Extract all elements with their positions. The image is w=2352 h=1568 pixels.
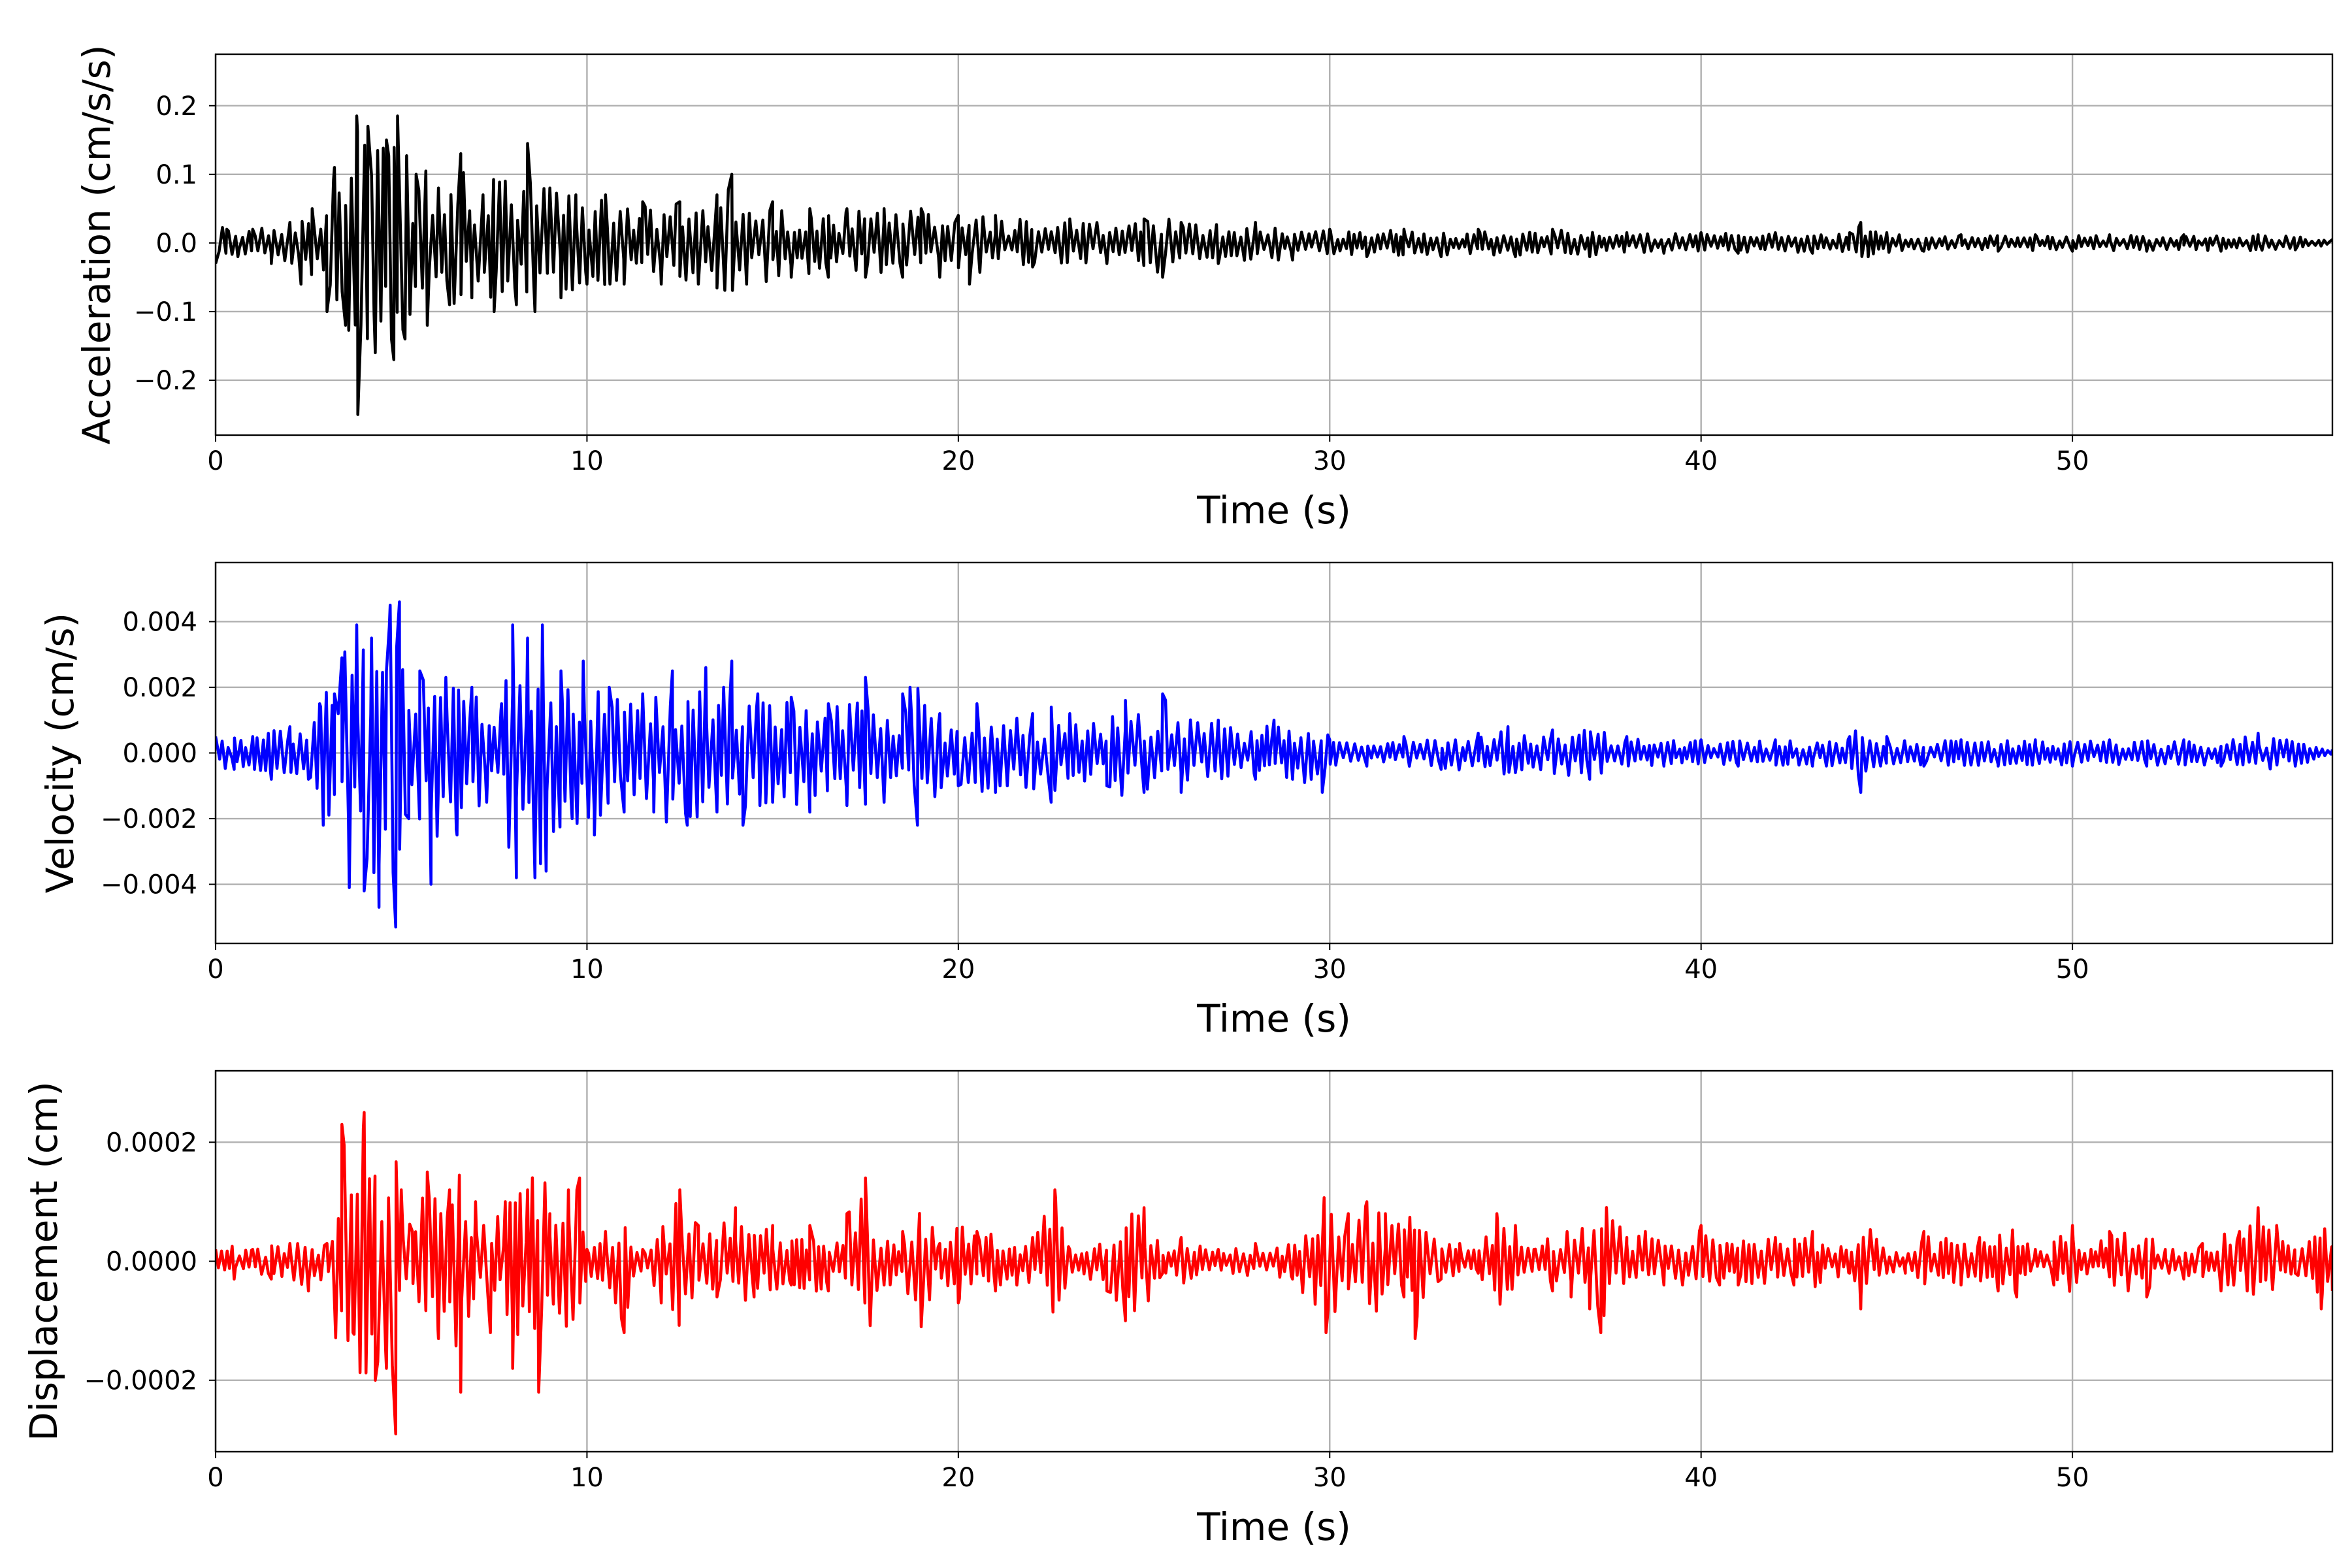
displacement-ytick-label: 0.0000 [106, 1247, 197, 1277]
acceleration-xtick-label: 50 [2056, 446, 2089, 476]
acceleration-xtick-label: 20 [941, 446, 975, 476]
velocity-xtick-label: 40 [1684, 955, 1718, 985]
acceleration-xtick-label: 30 [1313, 446, 1347, 476]
velocity-ylabel: Velocity (cm/s) [38, 613, 82, 893]
velocity-ytick-label: 0.004 [122, 607, 197, 637]
acceleration-ytick-label: 0.2 [155, 91, 197, 122]
velocity-xtick-label: 20 [941, 955, 975, 985]
displacement-xtick-label: 20 [941, 1463, 975, 1493]
acceleration-ytick-label: 0.1 [155, 160, 197, 190]
velocity-xtick-label: 30 [1313, 955, 1347, 985]
velocity-ytick-label: 0.002 [122, 673, 197, 703]
velocity-panel: 0 10 20 30 40 50 0.004 0.002 0.000 −0.002 −0.004 Ti… [38, 561, 2334, 1041]
acceleration-series-line [216, 114, 2332, 416]
velocity-ytick-label: −0.004 [101, 870, 197, 900]
displacement-xtick-label: 0 [207, 1463, 223, 1493]
acceleration-xtick-label: 40 [1684, 446, 1718, 476]
velocity-series-line [216, 600, 2332, 929]
velocity-xlabel: Time (s) [1196, 996, 1351, 1041]
displacement-series-line [216, 1111, 2332, 1435]
acceleration-ytick-label: 0.0 [155, 229, 197, 259]
velocity-xtick-label: 50 [2056, 955, 2089, 985]
displacement-ytick-label: 0.0002 [106, 1128, 197, 1158]
acceleration-xtick-label: 10 [570, 446, 604, 476]
displacement-xtick-label: 40 [1684, 1463, 1718, 1493]
acceleration-ytick-label: −0.2 [134, 366, 197, 396]
displacement-xlabel: Time (s) [1196, 1505, 1351, 1549]
velocity-ytick-label: −0.002 [101, 804, 197, 834]
displacement-ytick-label: −0.0002 [84, 1366, 197, 1396]
displacement-xtick-label: 30 [1313, 1463, 1347, 1493]
displacement-panel: 0 10 20 30 40 50 0.0002 0.0000 −0.0002 Time (s) Di… [22, 1070, 2334, 1549]
acceleration-ytick-label: −0.1 [134, 297, 197, 327]
displacement-ylabel: Displacement (cm) [22, 1081, 66, 1441]
velocity-xtick-label: 0 [207, 955, 223, 985]
acceleration-axes-frame [214, 53, 2334, 436]
acceleration-panel: 0 10 20 30 40 50 0.2 0.1 0.0 −0.1 −0.2 Time (s) Acce… [74, 44, 2334, 532]
acceleration-xtick-label: 0 [207, 446, 223, 476]
acceleration-xlabel: Time (s) [1196, 488, 1351, 532]
velocity-xtick-label: 10 [570, 955, 604, 985]
acceleration-ylabel: Acceleration (cm/s/s) [74, 44, 119, 444]
velocity-ytick-label: 0.000 [122, 739, 197, 769]
displacement-xtick-label: 10 [570, 1463, 604, 1493]
displacement-xtick-label: 50 [2056, 1463, 2089, 1493]
